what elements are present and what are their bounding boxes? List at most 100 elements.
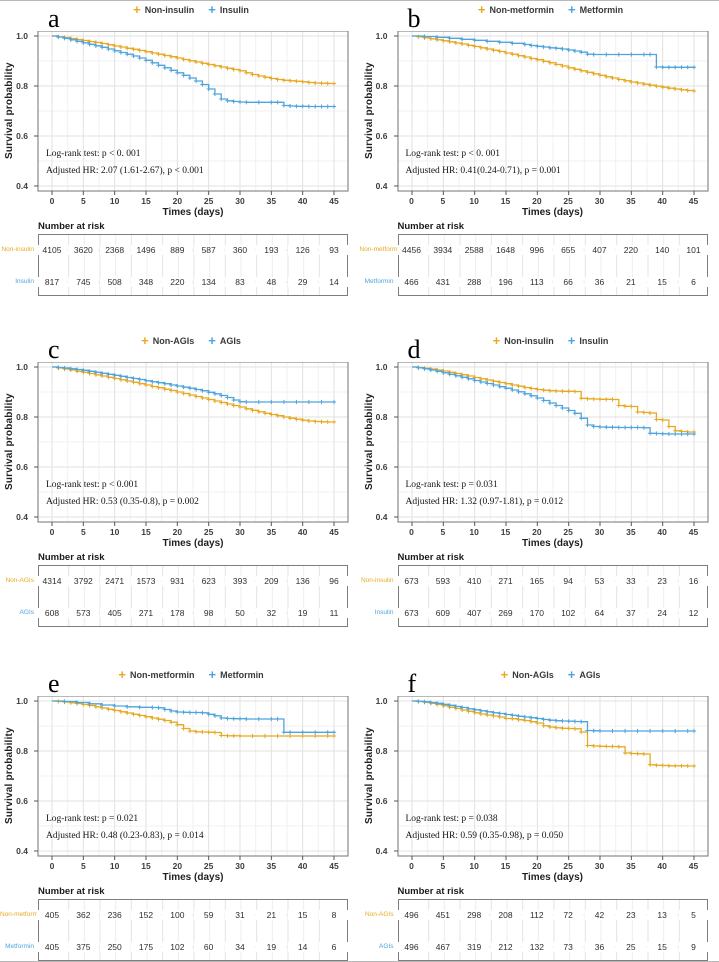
x-tick-label: 45 [329,527,339,537]
risk-count: 113 [521,277,552,287]
risk-count: 15 [287,910,318,920]
risk-table: 4105 3620 2368 1496 889 587 360 193 126 93 817 745 5… [37,234,349,296]
risk-count: 673 [396,608,427,618]
risk-group-label: Metformin [364,278,394,285]
x-tick-label: 20 [532,196,542,206]
axis-tick-marks [34,366,335,526]
risk-count: 3934 [427,245,458,255]
legend-item: + Insulin [568,334,609,347]
y-tick-label: 1.0 [16,31,28,41]
x-tick-label: 20 [172,527,183,537]
x-tick-label: 20 [172,861,183,871]
x-tick-label: 40 [297,861,308,871]
grid-lines [38,696,348,856]
censor-plus-marks-blue [62,699,337,735]
risk-count: 96 [319,576,349,586]
legend-label: Non-AGIs [512,670,554,680]
x-axis-title: Times (days) [522,538,583,549]
y-tick-label: 0.8 [375,746,388,756]
legend-plus-marker-icon: + [567,667,576,682]
panel-inner: + Non-insulin + Insulin a Survival probabil… [0,3,360,303]
risk-count: 152 [131,910,161,920]
risk-count: 50 [225,608,255,618]
number-at-risk-heading: Number at risk [397,552,465,563]
x-tick-label: 25 [203,196,214,206]
y-axis-title: Survival probability [363,62,375,160]
legend-label: Non-metformin [489,5,555,15]
risk-count: 212 [490,942,521,952]
risk-count: 2471 [99,576,130,586]
plot-border [37,362,349,523]
plot-border [396,362,709,523]
risk-count: 8 [319,910,349,920]
legend-plus-marker-icon: + [492,333,501,348]
risk-count: 608 [37,608,67,618]
stats-annotation: Log-rank test: p = 0.021 Adjusted HR: 0.… [46,813,204,847]
risk-count: 48 [256,277,287,287]
x-tick-label: 15 [500,527,511,537]
risk-count: 101 [678,245,709,255]
x-tick-label: 5 [80,196,86,206]
risk-count: 407 [584,245,615,255]
y-tick-label: 1.0 [16,362,28,372]
risk-table: 4314 3792 2471 1573 931 623 393 209 136 96 608 573 4… [37,565,349,627]
risk-count: 60 [193,942,224,952]
risk-count: 348 [131,277,161,287]
risk-count: 34 [225,942,255,952]
risk-count: 83 [225,277,255,287]
legend-label: Metformin [579,5,624,15]
x-tick-label: 15 [141,527,151,537]
y-tick-label: 0.6 [16,796,28,806]
km-plot-svg [34,696,349,860]
panel-letter-label: b [407,4,421,33]
y-tick-label: 0.6 [16,462,28,472]
risk-count: 2588 [459,245,490,255]
risk-count: 271 [131,608,161,618]
risk-group-label: Non-AGIs [364,911,394,918]
x-tick-label: 20 [172,196,183,206]
risk-count: 14 [319,277,349,287]
y-tick-label: 1.0 [375,31,388,41]
risk-group-label: Non-metformin [0,911,43,918]
x-tick-label: 5 [440,861,446,871]
panel-inner: + Non-AGIs + AGIs f Survival probability Lo… [360,667,719,961]
risk-count: 745 [68,277,99,287]
km-plot-svg [393,696,709,860]
risk-count: 16 [678,576,709,586]
risk-group-label: AGIs [379,943,394,950]
y-tick-label: 1.0 [375,362,388,372]
km-panel: + Non-AGIs + AGIs c Survival probability Lo… [0,321,360,641]
risk-count: 250 [99,942,130,952]
risk-count: 11 [319,608,349,618]
x-tick-label: 35 [266,196,277,206]
legend-label: Non-metformin [130,670,195,680]
x-axis-title: Times (days) [162,538,224,549]
legend-item: + Metformin [209,668,264,681]
risk-count: 19 [287,608,318,618]
risk-count: 573 [68,608,99,618]
plot-border [37,696,349,857]
risk-count: 269 [490,608,521,618]
panel-letter-label: f [407,669,417,698]
x-tick-label: 25 [563,196,573,206]
km-panel: + Non-AGIs + AGIs f Survival probability Lo… [360,641,719,961]
x-tick-label: 35 [266,861,277,871]
panel-inner: + Non-metformin + Metformin b Survival prob… [360,3,719,303]
y-tick-label: 0.4 [375,181,388,191]
legend-plus-marker-icon: + [208,333,216,348]
risk-group-label: Metformin [5,943,34,950]
risk-count: 102 [162,942,193,952]
hr-text: Adjusted HR: 2.07 (1.61-2.67), p < 0.001 [46,166,204,176]
stats-annotation: Log-rank test: p = 0.038 Adjusted HR: 0.… [406,813,564,847]
plot-border [37,31,349,192]
risk-count: 165 [521,576,552,586]
risk-count: 587 [193,245,224,255]
risk-count: 6 [678,277,709,287]
risk-count: 136 [287,576,318,586]
y-tick-label: 0.8 [375,412,388,422]
km-panel: + Non-insulin + Insulin a Survival probabil… [0,1,360,321]
stats-annotation: Log-rank test: p < 0.001 Adjusted HR: 0.… [46,479,199,513]
risk-count: 3792 [68,576,99,586]
number-at-risk-heading: Number at risk [38,221,105,232]
risk-count: 59 [193,910,224,920]
